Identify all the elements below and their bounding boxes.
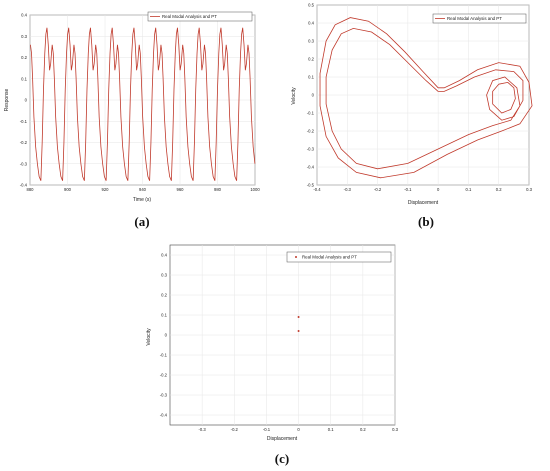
chart-c-y-tick-label: -0.4 <box>160 413 168 418</box>
chart-a: 880 900 920 940 960 980 1000 -0.4 -0.3 -0.2 -0.1 0… <box>4 11 261 229</box>
chart-b-x-tick-label: 0.1 <box>466 187 472 192</box>
chart-c-x-tick-label: 0.1 <box>328 427 334 432</box>
chart-c-y-tick-label: 0.4 <box>161 253 167 258</box>
chart-a-x-tick-label: 880 <box>27 187 35 192</box>
chart-b-x-tick-label: 0.3 <box>526 187 532 192</box>
chart-b-panel-label: (b) <box>418 214 434 229</box>
chart-c-x-tick-label: 0.3 <box>392 427 398 432</box>
chart-b-x-tick-label: -0.1 <box>404 187 412 192</box>
chart-a-series-line <box>30 27 256 181</box>
chart-b-x-tick-label: -0.2 <box>374 187 382 192</box>
chart-b-y-ticks: -0.5 -0.4 -0.3 -0.2 -0.1 0 0.1 0.2 0.3 0.4 0.5 <box>307 3 315 188</box>
chart-b-x-tick-label: -0.3 <box>344 187 352 192</box>
chart-b-y-tick-label: -0.5 <box>307 183 315 188</box>
chart-b: -0.4 -0.3 -0.2 -0.1 0 0.1 0.2 0.3 -0.5-0.4-0.3-… <box>291 3 533 230</box>
chart-a-y-ticks: -0.4 -0.3 -0.2 -0.1 0 0.1 0.2 0.3 0.4 <box>20 13 28 188</box>
chart-c-y-tick-label: 0 <box>165 333 168 338</box>
chart-a-y-tick-label: 0.4 <box>21 13 27 18</box>
chart-c-y-tick-label: -0.1 <box>160 353 168 358</box>
chart-c-grid <box>170 245 396 425</box>
chart-b-series <box>319 17 533 179</box>
chart-c-series <box>297 316 300 332</box>
chart-b-legend: Real Modal Analysis and PT <box>432 13 527 24</box>
chart-c-x-tick-label: 0.2 <box>360 427 366 432</box>
chart-b-y-tick-label: 0.3 <box>308 39 314 44</box>
chart-b-y-tick-label: 0.1 <box>308 75 314 80</box>
chart-c-y-ticks: -0.4 -0.3 -0.2 -0.1 0 0.1 0.2 0.3 0.4 <box>160 253 168 418</box>
chart-a-y-tick-label: -0.1 <box>20 119 28 124</box>
chart-b-legend-label: Real Modal Analysis and PT <box>447 16 502 21</box>
chart-c-y-tick-label: 0.3 <box>161 273 167 278</box>
chart-c-y-tick-label: 0.2 <box>161 293 167 298</box>
chart-b-y-tick-label: 0.5 <box>308 3 314 8</box>
chart-a-y-tick-label: 0 <box>25 98 28 103</box>
chart-c-legend-box <box>286 251 392 263</box>
chart-a-legend: Real Modal Analysis and PT <box>147 11 253 22</box>
chart-a-x-tick-label: 900 <box>64 187 72 192</box>
chart-a-x-tick-label: 920 <box>102 187 110 192</box>
chart-c-y-tick-label: 0.1 <box>161 313 167 318</box>
chart-a-panel-label: (a) <box>134 214 149 229</box>
chart-c-x-tick-label: -0.3 <box>199 427 207 432</box>
chart-c-x-tick-label: 0 <box>297 427 300 432</box>
chart-a-grid <box>29 14 256 186</box>
chart-a-legend-label: Real Modal Analysis and PT <box>162 14 217 19</box>
chart-b-y-tick-label: 0.4 <box>308 21 314 26</box>
chart-b-y-tick-label: -0.4 <box>307 165 315 170</box>
chart-a-x-tick-label: 940 <box>139 187 147 192</box>
chart-c-x-tick-label: -0.2 <box>231 427 239 432</box>
chart-a-series <box>30 27 256 181</box>
chart-c-point <box>297 316 300 318</box>
chart-a-y-tick-label: 0.2 <box>21 55 27 60</box>
chart-c-point <box>297 330 300 332</box>
chart-b-legend-box <box>432 13 527 24</box>
chart-a-y-tick-label: -0.3 <box>20 161 28 166</box>
chart-c-y-tick-label: -0.2 <box>160 373 168 378</box>
chart-a-y-tick-label: 0.3 <box>21 34 27 39</box>
chart-c-x-ticks: -0.3 -0.2 -0.1 0 0.1 0.2 0.3 <box>199 427 399 432</box>
chart-c-x-tick-label: -0.1 <box>263 427 271 432</box>
chart-a-legend-box <box>147 11 253 22</box>
chart-b-x-tick-label: 0.2 <box>496 187 502 192</box>
chart-c: -0.3 -0.2 -0.1 0 0.1 0.2 0.3 -0.4 -0.3 -0.2 -0.1 0… <box>146 244 399 466</box>
chart-c-legend-swatch <box>295 256 297 258</box>
chart-b-x-tick-label: 0 <box>437 187 440 192</box>
chart-c-panel-label: (c) <box>275 451 289 466</box>
chart-a-x-ticks: 880 900 920 940 960 980 1000 <box>27 187 261 192</box>
chart-b-ylabel: Velocity <box>291 87 297 105</box>
chart-a-y-tick-label: 0.1 <box>21 76 27 81</box>
chart-b-series-line-1 <box>319 17 533 179</box>
chart-c-y-tick-label: -0.3 <box>160 393 168 398</box>
chart-b-x-ticks: -0.4 -0.3 -0.2 -0.1 0 0.1 0.2 0.3 <box>313 187 532 192</box>
chart-c-legend-label: Real Modal Analysis and PT <box>302 255 357 260</box>
chart-b-y-tick-label: 0.2 <box>308 57 314 62</box>
chart-b-series-line-2 <box>492 81 516 114</box>
chart-a-xlabel: Time (s) <box>133 197 151 203</box>
chart-b-xlabel: Displacement <box>408 200 439 206</box>
chart-a-ylabel: Response <box>4 89 10 112</box>
chart-b-y-tick-label: 0 <box>312 93 315 98</box>
chart-b-y-tick-label: -0.3 <box>307 147 315 152</box>
chart-a-y-tick-label: -0.2 <box>20 140 28 145</box>
chart-c-legend: Real Modal Analysis and PT <box>286 251 392 263</box>
chart-a-y-tick-label: -0.4 <box>20 183 28 188</box>
chart-b-series-line-0 <box>325 27 524 170</box>
chart-a-x-tick-label: 960 <box>177 187 185 192</box>
chart-b-y-tick-label: -0.1 <box>307 111 315 116</box>
chart-c-xlabel: Displacement <box>267 436 298 442</box>
chart-c-ylabel: Velocity <box>146 328 152 346</box>
chart-a-x-tick-label: 1000 <box>250 187 260 192</box>
chart-b-x-tick-label: -0.4 <box>313 187 321 192</box>
chart-a-x-tick-label: 980 <box>214 187 222 192</box>
chart-b-y-tick-label: -0.2 <box>307 129 315 134</box>
